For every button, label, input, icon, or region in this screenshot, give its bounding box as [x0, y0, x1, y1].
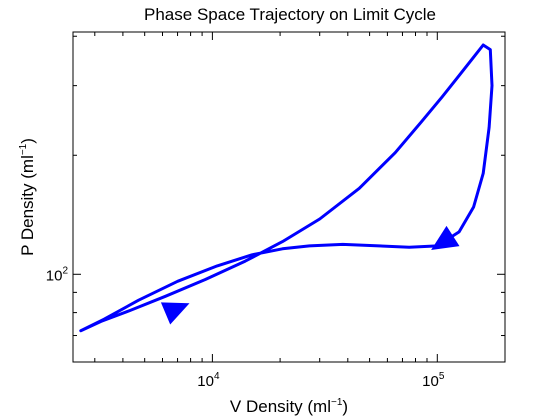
x-axis-label-suffix: ): [342, 397, 348, 416]
x-tick-label-base: 10: [422, 373, 439, 390]
x-axis-label-exponent: −1: [331, 397, 343, 408]
y-tick-label-base: 10: [46, 267, 63, 284]
x-tick-label-base: 10: [197, 373, 214, 390]
y-tick-label: 102: [46, 265, 69, 284]
x-tick-label-exponent: 4: [214, 371, 220, 382]
y-axis-label-exponent: −1: [18, 143, 29, 155]
axis-ticks: [73, 32, 505, 362]
direction-arrows: [160, 225, 460, 325]
y-axis-label-suffix: ): [18, 138, 37, 144]
plot-frame: [72, 31, 506, 363]
trajectory-series: [79, 43, 494, 333]
y-tick-label-exponent: 2: [62, 265, 68, 276]
y-axis-label-prefix: P Density (ml: [18, 155, 37, 256]
direction-arrow: [431, 225, 460, 250]
trajectory-line: [79, 43, 494, 333]
x-tick-label: 105: [422, 371, 445, 390]
y-axis-label: P Density (ml−1): [18, 138, 37, 256]
direction-arrow: [160, 302, 190, 325]
chart-title: Phase Space Trajectory on Limit Cycle: [144, 5, 436, 24]
x-tick-label-exponent: 5: [439, 371, 445, 382]
x-tick-label: 104: [197, 371, 220, 390]
x-axis-label: V Density (ml−1): [230, 397, 348, 416]
x-axis-label-prefix: V Density (ml: [230, 397, 331, 416]
